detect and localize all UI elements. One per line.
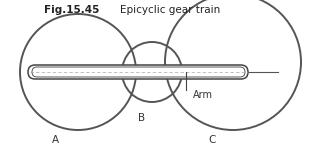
Text: C: C xyxy=(208,135,216,145)
Text: A: A xyxy=(51,135,59,145)
Text: Arm: Arm xyxy=(193,90,213,100)
Text: B: B xyxy=(139,113,146,123)
FancyBboxPatch shape xyxy=(32,67,245,77)
Text: Fig.15.45: Fig.15.45 xyxy=(44,5,100,15)
FancyBboxPatch shape xyxy=(28,65,248,79)
Text: Epicyclic gear train: Epicyclic gear train xyxy=(120,5,220,15)
